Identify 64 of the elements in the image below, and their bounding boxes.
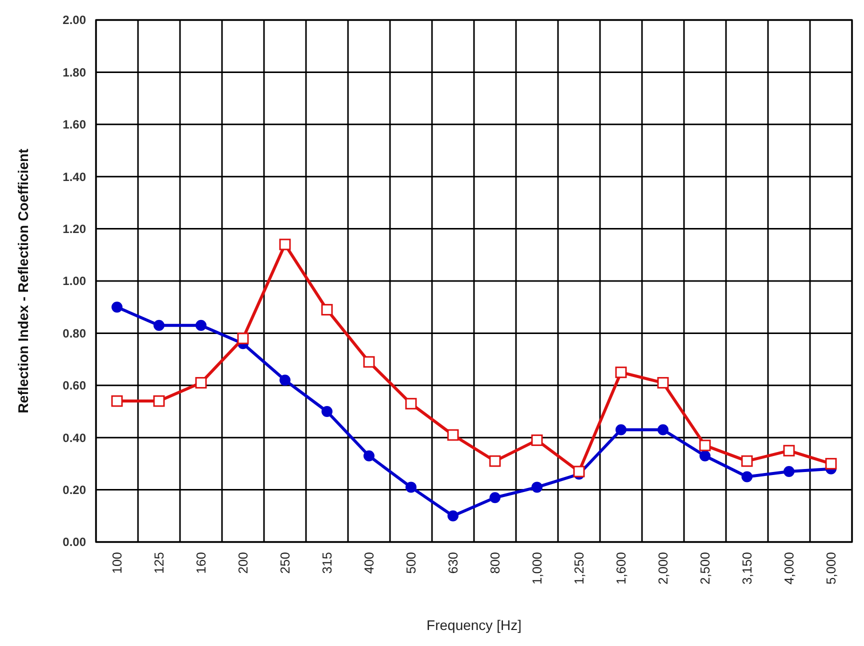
point <box>616 424 626 436</box>
y-tick-label: 1.80 <box>62 65 86 80</box>
x-tick-label: 100 <box>110 552 125 574</box>
point <box>321 304 333 316</box>
y-tick-label: 1.40 <box>62 170 86 184</box>
point <box>405 398 417 410</box>
point <box>448 510 458 522</box>
y-tick-label: 1.60 <box>62 118 86 132</box>
x-tick-label: 630 <box>446 552 461 574</box>
x-tick-label: 3,150 <box>740 552 755 585</box>
x-tick-label: 2,000 <box>656 552 671 585</box>
y-tick-label: 0.80 <box>62 326 86 340</box>
point <box>741 455 753 467</box>
point <box>784 466 794 478</box>
point <box>195 377 207 389</box>
point <box>573 466 585 478</box>
point <box>237 332 249 344</box>
x-tick-label: 5,000 <box>824 552 839 585</box>
point <box>322 406 332 417</box>
x-tick-label: 800 <box>488 552 503 574</box>
point <box>489 455 501 467</box>
x-axis-title: Frequency [Hz] <box>426 617 522 633</box>
y-tick-label: 1.00 <box>62 274 86 288</box>
y-tick-label: 1.20 <box>62 222 86 236</box>
x-tick-label: 2,500 <box>698 552 713 585</box>
point <box>154 320 164 331</box>
point <box>699 440 711 452</box>
point <box>532 482 542 493</box>
y-tick-label: 0.60 <box>62 378 86 393</box>
point <box>447 429 459 441</box>
x-tick-label: 250 <box>278 552 293 574</box>
point <box>742 471 752 482</box>
point <box>111 395 123 407</box>
x-tick-label: 400 <box>362 552 377 574</box>
point <box>657 377 669 389</box>
point <box>490 492 500 504</box>
point <box>658 424 668 436</box>
point <box>406 482 416 493</box>
x-tick-label: 200 <box>236 552 251 574</box>
point <box>615 366 627 378</box>
x-tick-label: 315 <box>320 552 335 574</box>
point <box>363 356 375 368</box>
x-tick-label: 1,250 <box>572 552 587 585</box>
point <box>825 458 837 470</box>
y-tick-label: 0.40 <box>62 430 86 445</box>
x-tick-label: 1,600 <box>614 552 629 585</box>
x-tick-label: 1,000 <box>530 552 545 585</box>
y-tick-label: 0.00 <box>62 535 86 550</box>
point <box>364 450 374 462</box>
point <box>700 450 710 462</box>
point <box>112 302 122 313</box>
point <box>531 434 543 446</box>
x-tick-label: 500 <box>404 552 419 574</box>
x-tick-label: 160 <box>194 552 209 574</box>
y-tick-label: 0.20 <box>62 483 86 497</box>
y-tick-label: 2.00 <box>62 13 86 28</box>
point <box>279 238 291 250</box>
x-tick-label: 4,000 <box>782 552 797 585</box>
point <box>783 444 795 456</box>
x-tick-label: 125 <box>152 552 167 574</box>
point <box>153 395 165 407</box>
point <box>280 374 290 386</box>
y-axis-title: Reflection Index - Reflection Coefficient <box>15 148 31 414</box>
point <box>196 320 206 331</box>
